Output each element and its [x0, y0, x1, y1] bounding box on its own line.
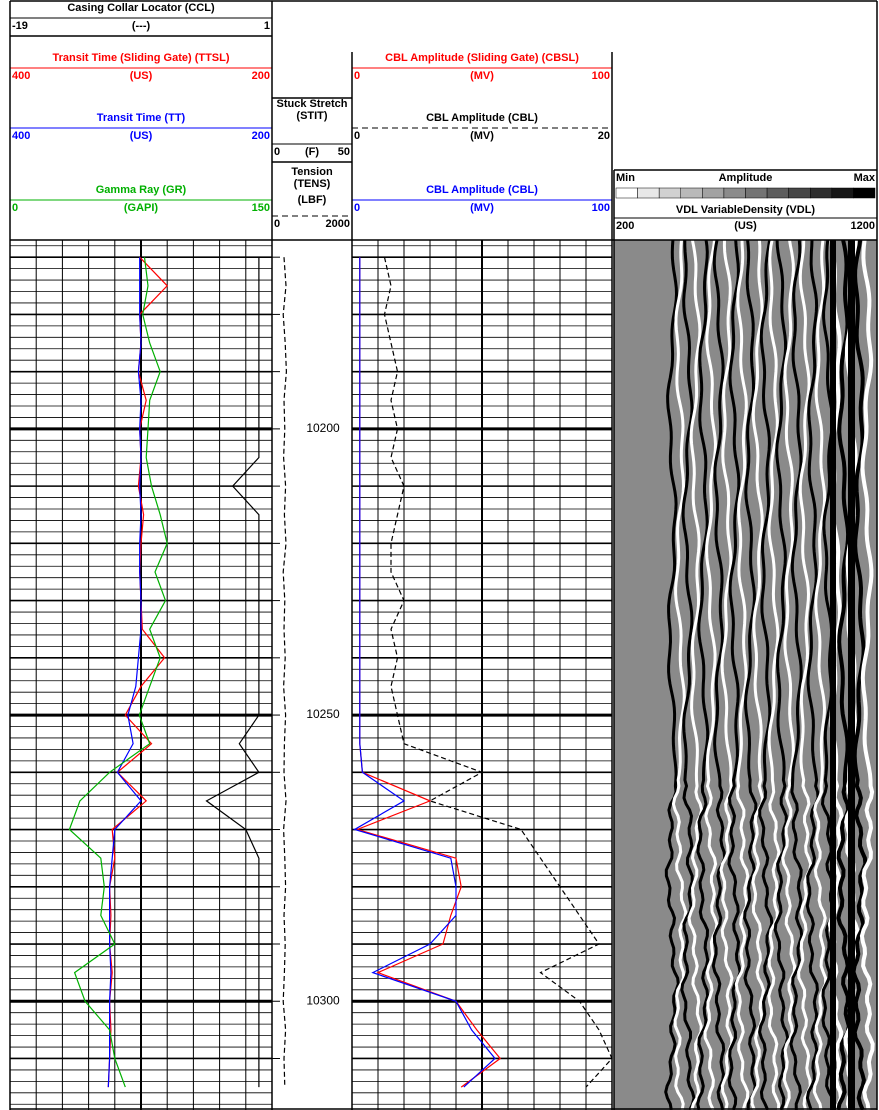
curve-unit: (MV): [352, 70, 612, 82]
depth-label: 10250: [306, 707, 340, 721]
curve-unit: (---): [10, 20, 272, 32]
amplitude-swatch: [616, 188, 638, 198]
amplitude-swatch: [681, 188, 703, 198]
curve-unit: (US): [10, 70, 272, 82]
log-curve: [355, 257, 495, 1087]
curve-title: VDL VariableDensity (VDL): [614, 204, 877, 216]
depth-label: 10200: [306, 421, 340, 435]
curve-title: Casing Collar Locator (CCL): [10, 2, 272, 14]
amplitude-swatch: [853, 188, 875, 198]
curve-unit: (US): [614, 220, 877, 232]
curve-unit: (MV): [352, 202, 612, 214]
log-curve: [283, 257, 286, 1087]
amplitude-swatch: [767, 188, 789, 198]
curve-title: Gamma Ray (GR): [10, 184, 272, 196]
curve-unit: (F): [272, 146, 352, 158]
curve-unit: (GAPI): [10, 202, 272, 214]
amplitude-max: Max: [854, 172, 875, 184]
vdl-stripe: [830, 240, 836, 1110]
log-curve: [108, 257, 167, 1087]
curve-title: CBL Amplitude (CBL): [352, 112, 612, 124]
log-curve: [385, 257, 613, 1087]
curve-title: CBL Amplitude (Sliding Gate) (CBSL): [352, 52, 612, 64]
scale-left: 0: [274, 218, 280, 230]
curve-title: Stuck Stretch (STIT): [272, 98, 352, 122]
log-curve: [207, 257, 259, 1087]
curve-title: Tension (TENS): [272, 166, 352, 190]
curve-unit: (MV): [352, 130, 612, 142]
amplitude-swatch: [638, 188, 660, 198]
curve-unit: (US): [10, 130, 272, 142]
amplitude-swatch: [746, 188, 768, 198]
amplitude-swatch: [789, 188, 811, 198]
curve-title: CBL Amplitude (CBL): [352, 184, 612, 196]
amplitude-swatch: [659, 188, 681, 198]
depth-label: 10300: [306, 993, 340, 1007]
vdl-stripe: [848, 240, 855, 1110]
amplitude-swatch: [832, 188, 854, 198]
amplitude-title: Amplitude: [614, 172, 877, 184]
log-curve: [108, 257, 141, 1087]
scale-right: 2000: [326, 218, 350, 230]
curve-title: Transit Time (TT): [10, 112, 272, 124]
curve-title: Transit Time (Sliding Gate) (TTSL): [10, 52, 272, 64]
log-plot: 10200 10250 10300: [0, 0, 879, 1110]
amplitude-swatch: [724, 188, 746, 198]
log-curve: [357, 257, 500, 1087]
amplitude-swatch: [810, 188, 832, 198]
curve-unit: (LBF): [272, 194, 352, 206]
amplitude-swatch: [702, 188, 724, 198]
well-log: 10200 10250 10300 Casing Collar Locator (C…: [0, 0, 879, 1110]
